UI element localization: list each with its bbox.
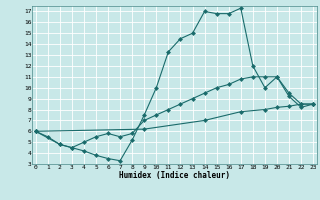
- X-axis label: Humidex (Indice chaleur): Humidex (Indice chaleur): [119, 171, 230, 180]
